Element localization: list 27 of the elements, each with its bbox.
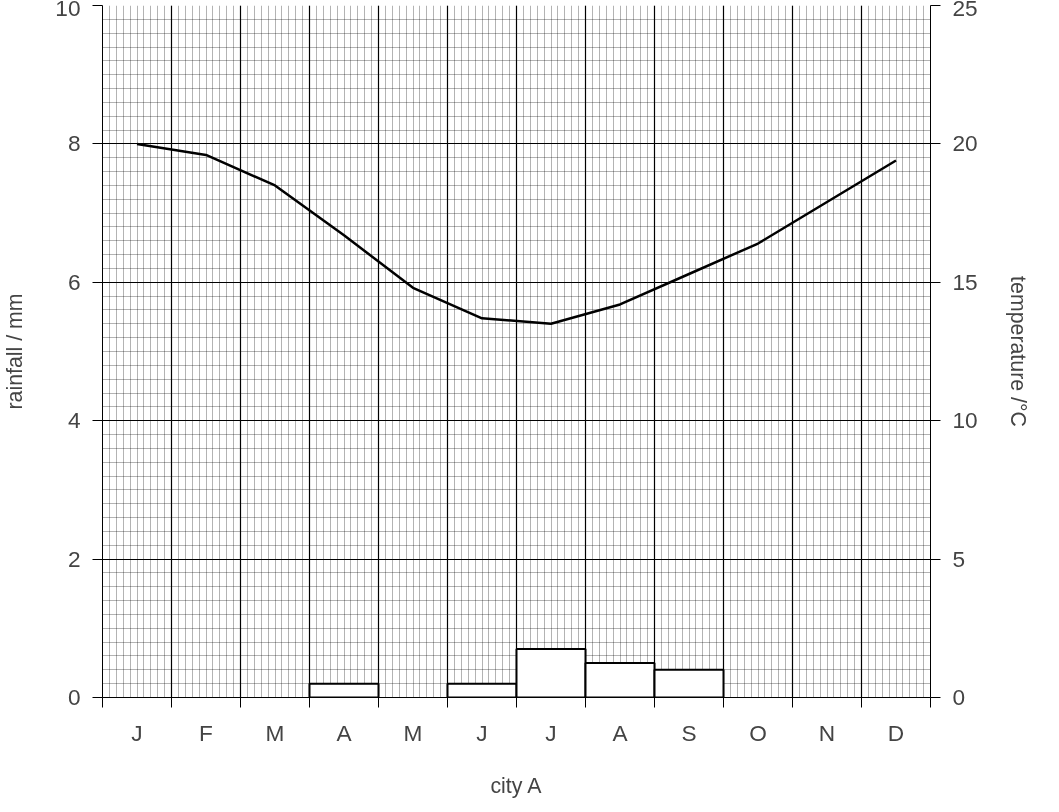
y-tick-label: 4 <box>67 407 81 434</box>
x-tick-label: M <box>265 719 285 746</box>
x-tick-label: M <box>403 719 423 746</box>
x-tick-label: D <box>887 719 905 746</box>
y-tick-label: 6 <box>67 268 81 295</box>
y2-tick-label: 20 <box>952 130 978 157</box>
y2-tick-label: 15 <box>952 268 978 295</box>
x-tick-label: A <box>612 719 629 746</box>
y2-tick-label: 5 <box>952 545 966 572</box>
x-tick-label: A <box>336 719 353 746</box>
y-tick-label: 2 <box>67 545 81 572</box>
y-axis-title: rainfall / mm <box>3 293 28 410</box>
x-tick-label: J <box>476 719 488 746</box>
y2-axis-title: temperature /°C <box>1005 276 1030 427</box>
y-tick-label: 10 <box>55 0 81 21</box>
y2-tick-label: 0 <box>952 684 966 710</box>
x-axis-title: city A <box>490 773 543 798</box>
y-tick-label: 8 <box>67 130 81 157</box>
x-tick-label: S <box>681 719 697 746</box>
y2-tick-label: 10 <box>952 407 978 434</box>
x-tick-label: F <box>199 719 213 746</box>
x-tick-label: N <box>818 719 836 746</box>
x-tick-label: O <box>749 719 767 746</box>
y-tick-label: 0 <box>67 684 81 710</box>
x-tick-label: J <box>131 719 143 746</box>
y2-tick-label: 25 <box>952 0 978 21</box>
x-tick-label: J <box>545 719 557 746</box>
